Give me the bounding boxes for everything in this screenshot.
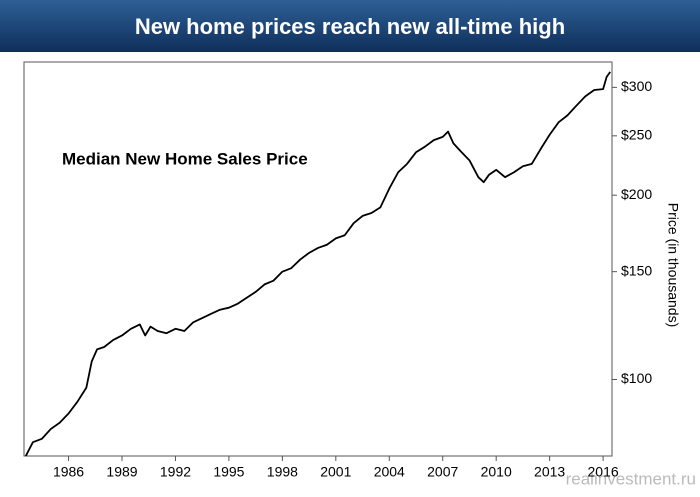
x-tick-label: 1986 xyxy=(53,464,84,480)
x-tick-label: 1989 xyxy=(106,464,137,480)
x-tick-label: 2004 xyxy=(374,464,405,480)
x-tick-label: 2007 xyxy=(427,464,458,480)
y-tick-label: $150 xyxy=(621,262,652,278)
y-axis-label: Price (in thousands) xyxy=(665,203,681,328)
x-tick-label: 2001 xyxy=(320,464,351,480)
x-tick-label: 1992 xyxy=(160,464,191,480)
price-line xyxy=(24,71,611,457)
x-tick-label: 2013 xyxy=(534,464,565,480)
annotation: Median New Home Sales Price xyxy=(62,149,308,168)
x-tick-label: 2010 xyxy=(481,464,512,480)
x-tick-label: 1998 xyxy=(267,464,298,480)
plot-frame xyxy=(23,61,613,457)
header-title: New home prices reach new all-time high xyxy=(135,14,565,39)
watermark: realinvestment.ru xyxy=(566,469,696,488)
y-tick-label: $200 xyxy=(621,186,652,202)
x-tick-label: 2016 xyxy=(588,464,619,480)
header-band xyxy=(0,0,700,52)
y-tick-label: $300 xyxy=(621,78,652,94)
x-tick-label: 1995 xyxy=(213,464,244,480)
y-tick-label: $250 xyxy=(621,127,652,143)
y-tick-label: $100 xyxy=(621,370,652,386)
